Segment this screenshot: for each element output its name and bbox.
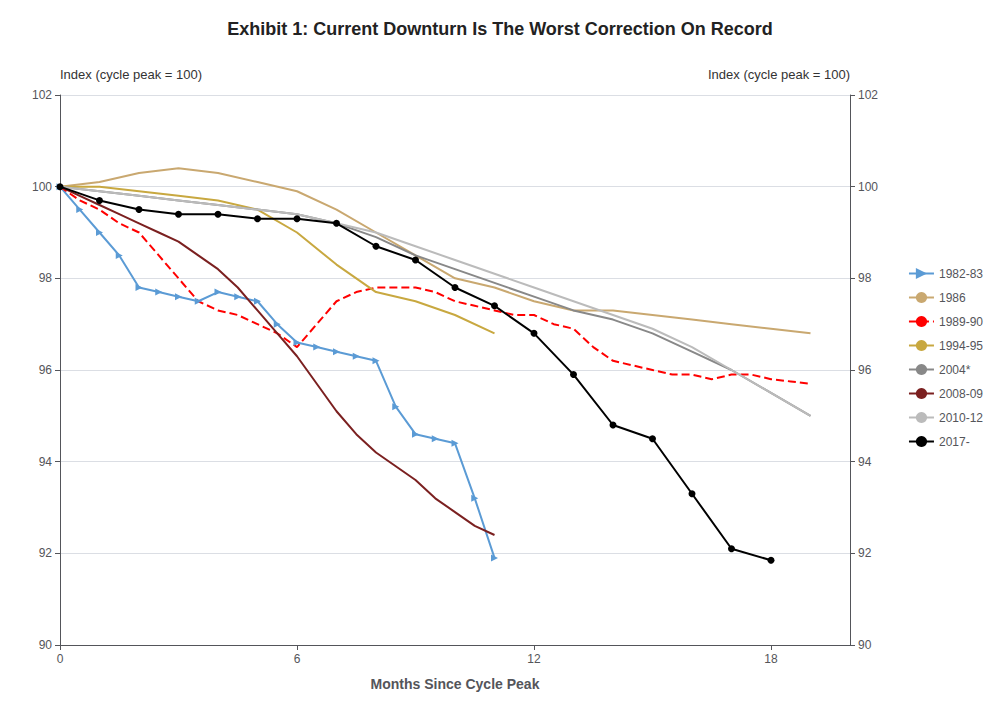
svg-text:18: 18 — [764, 652, 778, 666]
svg-text:1986: 1986 — [939, 291, 966, 305]
svg-text:98: 98 — [39, 271, 53, 285]
svg-text:98: 98 — [858, 271, 872, 285]
svg-text:Index (cycle peak = 100): Index (cycle peak = 100) — [60, 67, 202, 82]
svg-text:1989-90: 1989-90 — [939, 315, 983, 329]
svg-text:1994-95: 1994-95 — [939, 339, 983, 353]
svg-text:6: 6 — [294, 652, 301, 666]
svg-text:100: 100 — [32, 180, 52, 194]
svg-text:96: 96 — [858, 363, 872, 377]
svg-text:2004*: 2004* — [939, 363, 971, 377]
svg-text:90: 90 — [39, 638, 53, 652]
svg-text:0: 0 — [57, 652, 64, 666]
svg-text:102: 102 — [32, 88, 52, 102]
svg-text:1982-83: 1982-83 — [939, 267, 983, 281]
svg-text:100: 100 — [858, 180, 878, 194]
svg-text:12: 12 — [527, 652, 541, 666]
svg-text:94: 94 — [39, 455, 53, 469]
svg-text:Months Since Cycle Peak: Months Since Cycle Peak — [371, 676, 540, 692]
svg-text:94: 94 — [858, 455, 872, 469]
svg-text:102: 102 — [858, 88, 878, 102]
svg-text:2017-: 2017- — [939, 435, 970, 449]
svg-text:Exhibit 1: Current Downturn Is: Exhibit 1: Current Downturn Is The Worst… — [227, 19, 773, 39]
svg-text:2010-12: 2010-12 — [939, 411, 983, 425]
svg-text:90: 90 — [858, 638, 872, 652]
svg-text:92: 92 — [858, 546, 872, 560]
svg-text:2008-09: 2008-09 — [939, 387, 983, 401]
svg-text:92: 92 — [39, 546, 53, 560]
svg-text:96: 96 — [39, 363, 53, 377]
svg-text:Index (cycle peak = 100): Index (cycle peak = 100) — [708, 67, 850, 82]
